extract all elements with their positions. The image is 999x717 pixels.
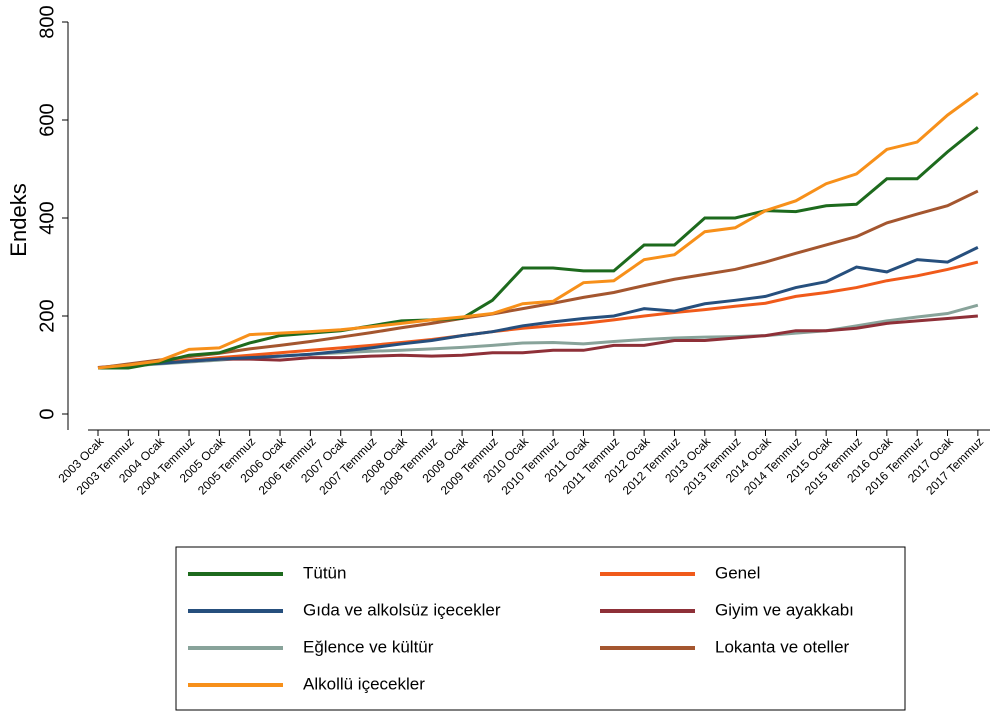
legend-label: Eğlence ve kültür bbox=[303, 637, 434, 656]
legend-label: Genel bbox=[715, 563, 760, 582]
legend-label: Lokanta ve oteller bbox=[715, 637, 850, 656]
y-tick-label: 0 bbox=[36, 408, 58, 419]
series-line bbox=[97, 260, 979, 370]
y-tick-label: 800 bbox=[36, 5, 58, 38]
y-tick-label: 200 bbox=[36, 299, 58, 332]
series-line bbox=[97, 246, 979, 370]
legend bbox=[175, 546, 906, 711]
series-line bbox=[98, 126, 979, 370]
y-tick-label: 400 bbox=[36, 201, 58, 234]
series-line bbox=[97, 189, 979, 370]
y-tick-label: 600 bbox=[36, 103, 58, 136]
series-line bbox=[97, 91, 979, 370]
legend-label: Tütün bbox=[303, 563, 346, 582]
legend-label: Gıda ve alkolsüz içecekler bbox=[303, 600, 501, 619]
legend-label: Alkollü içecekler bbox=[303, 674, 425, 693]
legend-label: Giyim ve ayakkabı bbox=[715, 600, 854, 619]
y-axis-label: Endeks bbox=[6, 183, 31, 256]
